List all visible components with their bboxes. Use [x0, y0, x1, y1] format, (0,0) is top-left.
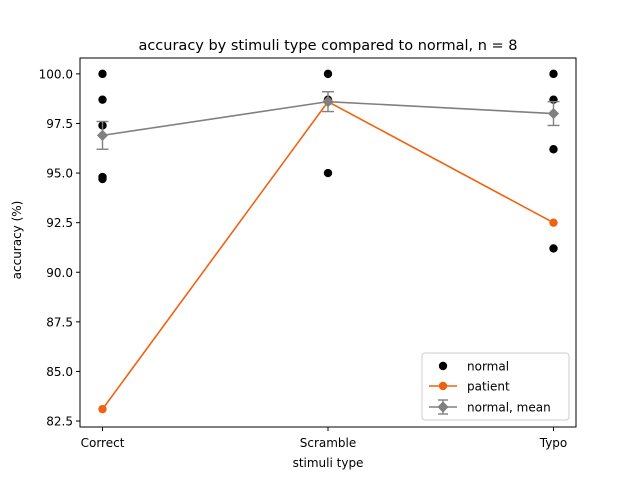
plot-layer: 82.5 85.0 87.5 90.0 92.5 95.0 97.5 100.0 Correct… [39, 67, 568, 450]
y-tick-label: 95.0 [46, 167, 73, 181]
legend-normal-marker [438, 361, 448, 371]
legend-box [421, 352, 570, 421]
legend: normal patient normal, mean [421, 352, 570, 421]
x-tick-label: Typo [539, 436, 568, 450]
normal-point [323, 168, 333, 178]
y-tick-label: 97.5 [46, 117, 73, 131]
y-tick-label: 82.5 [46, 415, 73, 429]
normal-point [323, 69, 333, 79]
y-tick-label: 85.0 [46, 365, 73, 379]
normal-point [549, 244, 558, 253]
legend-mean-marker [437, 401, 449, 413]
normal-point [549, 145, 558, 154]
legend-patient-marker [438, 381, 448, 391]
y-tick-label: 100.0 [39, 67, 73, 81]
y-axis-label: accuracy (%) [10, 201, 24, 280]
normal-mean-marker [96, 129, 109, 141]
normal-point [98, 95, 107, 104]
normal-point [98, 69, 107, 79]
normal-mean-marker [322, 96, 334, 108]
x-tick-label: Scramble [300, 436, 357, 450]
plot-frame [79, 57, 577, 428]
x-axis-label: stimuli type [293, 456, 364, 470]
chart-title: accuracy by stimuli type compared to nor… [138, 38, 517, 54]
legend-patient-label: patient [467, 380, 510, 394]
normal-point [549, 69, 558, 79]
x-tick-label: Correct [81, 436, 125, 450]
y-tick-label: 90.0 [46, 266, 73, 280]
normal-point [98, 174, 107, 184]
normal-mean-marker [547, 107, 560, 120]
legend-mean-label: normal, mean [467, 401, 551, 415]
patient-point [98, 404, 107, 414]
patient-point [549, 218, 558, 227]
y-tick-label: 92.5 [46, 216, 73, 230]
y-tick-label: 87.5 [46, 315, 73, 329]
legend-normal-label: normal [467, 360, 509, 374]
